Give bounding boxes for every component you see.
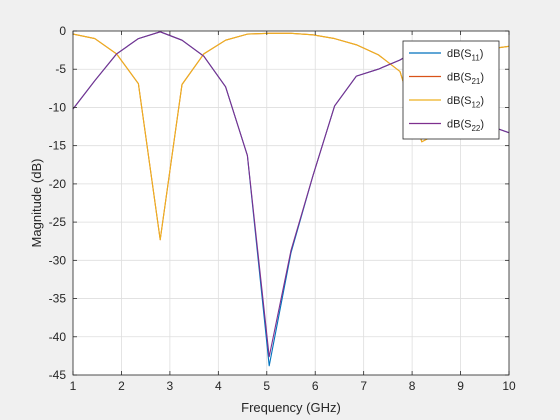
x-tick-label: 6	[312, 379, 319, 393]
x-axis-label: Frequency (GHz)	[241, 400, 341, 415]
legend-entry-11: dB(S11)	[447, 48, 483, 63]
legend-entry-12: dB(S12)	[447, 95, 484, 110]
y-tick-label: -35	[49, 292, 67, 306]
legend-box	[402, 40, 500, 140]
x-tick-label: 9	[457, 379, 464, 393]
legend: dB(S11) dB(S21) dB(S12) dB(S22)	[402, 40, 500, 140]
y-tick-label: -5	[55, 62, 66, 76]
y-tick-label: -10	[49, 100, 67, 114]
x-tick-label: 4	[215, 379, 222, 393]
x-tick-label: 7	[360, 379, 367, 393]
y-tick-label: -30	[49, 253, 67, 267]
y-tick-label: -40	[49, 330, 67, 344]
grid	[72, 30, 510, 376]
x-tick-label: 2	[118, 379, 125, 393]
y-tick-label: 0	[59, 24, 66, 38]
x-tick-label: 1	[70, 379, 77, 393]
y-axis-label: Magnitude (dB)	[29, 159, 44, 248]
legend-entry-21: dB(S21)	[447, 72, 484, 87]
axes-box	[72, 30, 510, 376]
x-tick-label: 10	[502, 379, 516, 393]
y-tick-label: -15	[49, 139, 67, 153]
x-tick-label: 8	[409, 379, 416, 393]
y-tick-label: -45	[49, 368, 67, 382]
y-tick-label: -20	[49, 177, 67, 191]
y-tick-label: -25	[49, 215, 67, 229]
ticks: 1 2 3 4 5 6 7 8 9 10 0 -5 -10 -15 -20 -25 -30 -35 -40 -45	[49, 24, 516, 393]
x-tick-label: 5	[263, 379, 270, 393]
legend-entry-22: dB(S22)	[447, 119, 484, 134]
x-tick-label: 3	[167, 379, 174, 393]
